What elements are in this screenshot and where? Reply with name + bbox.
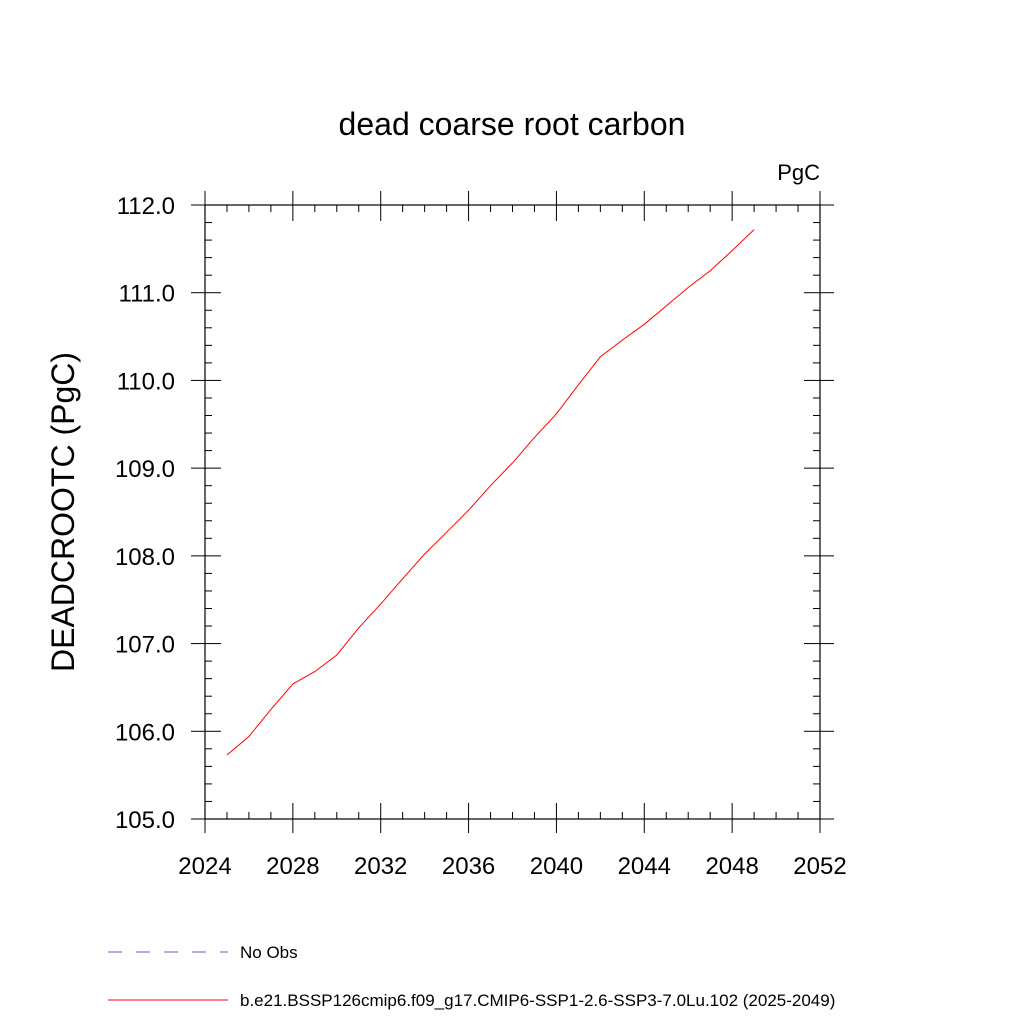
x-tick-label: 2048 — [705, 853, 758, 880]
x-tick-label: 2044 — [618, 853, 671, 880]
legend-label: b.e21.BSSP126cmip6.f09_g17.CMIP6-SSP1-2.… — [240, 991, 835, 1010]
y-tick-label: 112.0 — [117, 193, 175, 220]
plot-frame — [204, 204, 821, 820]
y-tick-label: 111.0 — [119, 281, 176, 308]
chart-title: dead coarse root carbon — [339, 106, 686, 142]
x-tick-label: 2036 — [442, 853, 495, 880]
legend: No Obs b.e21.BSSP126cmip6.f09_g17.CMIP6-S… — [108, 943, 835, 1010]
x-tick-label: 2052 — [793, 853, 846, 880]
series-layer — [226, 229, 755, 756]
units-label: PgC — [777, 160, 820, 185]
x-tick-label: 2024 — [178, 853, 231, 880]
y-axis-label: DEADCROOTC (PgC) — [45, 352, 81, 672]
axis-ticks — [191, 191, 834, 833]
y-tick-labels: 105.0 106.0 107.0 108.0 109.0 110.0 111.0 112.0 — [115, 193, 175, 834]
legend-label: No Obs — [240, 943, 298, 962]
x-tick-label: 2040 — [530, 853, 583, 880]
x-tick-label: 2032 — [354, 853, 407, 880]
y-tick-label: 107.0 — [115, 632, 175, 659]
y-tick-label: 110.0 — [117, 368, 175, 395]
x-tick-labels: 2024 2028 2032 2036 2040 2044 2048 2052 — [178, 853, 846, 880]
y-tick-label: 106.0 — [115, 719, 175, 746]
y-tick-label: 108.0 — [115, 544, 175, 571]
y-tick-label: 105.0 — [115, 807, 175, 834]
y-tick-label: 109.0 — [115, 456, 175, 483]
x-tick-label: 2028 — [266, 853, 319, 880]
series-line — [226, 229, 755, 756]
